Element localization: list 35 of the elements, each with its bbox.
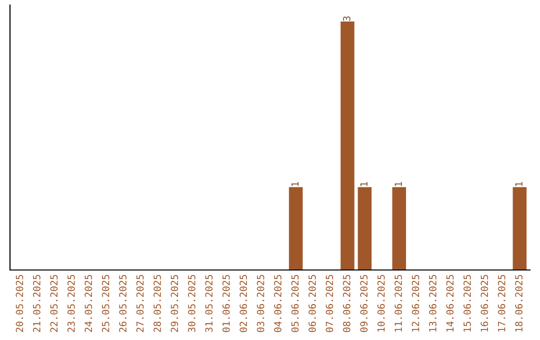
x-tick-label: 04.06.2025 bbox=[274, 274, 282, 332]
x-tick-label: 24.05.2025 bbox=[84, 274, 92, 332]
data-label: 1 bbox=[515, 182, 522, 186]
x-tick-label: 23.05.2025 bbox=[67, 274, 75, 332]
x-tick-label: 20.05.2025 bbox=[16, 274, 24, 332]
data-label: 3 bbox=[342, 16, 350, 21]
x-tick-label: 13.06.2025 bbox=[429, 274, 436, 332]
x-tick-label: 18.06.2025 bbox=[515, 274, 523, 332]
x-tick-label: 10.06.2025 bbox=[377, 274, 385, 332]
x-tick-label: 05.06.2025 bbox=[291, 274, 299, 332]
data-label: 1 bbox=[394, 182, 402, 186]
x-tick-label: 28.05.2025 bbox=[154, 274, 161, 332]
x-tick-label: 01.06.2025 bbox=[222, 274, 230, 332]
data-label: 1 bbox=[360, 182, 368, 186]
x-tick-label: 21.05.2025 bbox=[33, 274, 40, 332]
x-tick-label: 12.06.2025 bbox=[412, 274, 420, 332]
x-tick-label: 15.06.2025 bbox=[464, 274, 471, 332]
x-tick-label: 27.05.2025 bbox=[136, 274, 144, 332]
x-tick-label: 11.06.2025 bbox=[394, 274, 402, 332]
x-tick-label: 30.05.2025 bbox=[188, 274, 196, 332]
x-tick-label: 07.06.2025 bbox=[326, 274, 334, 332]
x-tick-label: 16.06.2025 bbox=[480, 274, 488, 332]
x-tick-label: 17.06.2025 bbox=[498, 274, 506, 332]
x-tick-label: 08.06.2025 bbox=[342, 274, 350, 332]
x-tick-label: 09.06.2025 bbox=[360, 274, 368, 332]
x-tick-label: 03.06.2025 bbox=[256, 274, 264, 332]
x-tick-label: 22.05.2025 bbox=[50, 274, 58, 332]
x-tick-label: 29.05.2025 bbox=[170, 274, 178, 332]
x-tick-label: 31.05.2025 bbox=[205, 274, 213, 332]
x-tick-label: 14.06.2025 bbox=[446, 274, 454, 332]
data-label: 1 bbox=[291, 182, 299, 186]
x-tick-label: 06.06.2025 bbox=[308, 274, 316, 332]
x-tick-label: 02.06.2025 bbox=[240, 274, 248, 332]
x-tick-label: 26.05.2025 bbox=[119, 274, 126, 332]
x-tick-label: 25.05.2025 bbox=[102, 274, 110, 332]
